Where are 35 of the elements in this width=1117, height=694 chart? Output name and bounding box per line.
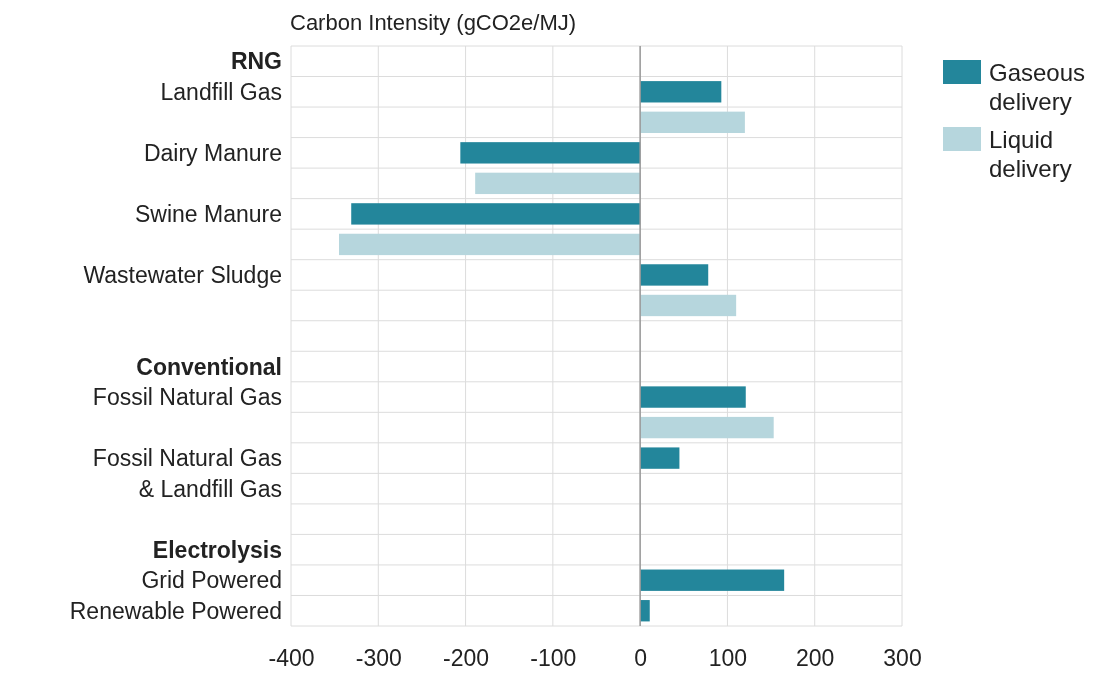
bar	[640, 447, 680, 469]
bar	[640, 569, 785, 591]
x-tick-label: -100	[530, 645, 577, 672]
y-tick-label: Electrolysis	[152, 536, 282, 563]
x-axis-title: Carbon Intensity (gCO2e/MJ)	[290, 10, 577, 35]
bar	[640, 600, 650, 622]
bar	[351, 203, 641, 225]
bar	[640, 81, 722, 103]
bar	[640, 264, 709, 286]
bar	[640, 294, 737, 317]
bar	[640, 416, 774, 439]
y-tick-label: Landfill Gas	[160, 78, 282, 105]
legend-label: Gaseous delivery	[989, 59, 1086, 115]
y-tick-label: Dairy Manure	[143, 139, 282, 166]
x-tick-label: 0	[634, 645, 648, 672]
x-tick-label: -400	[268, 645, 315, 672]
bar	[475, 172, 641, 195]
bar	[640, 111, 745, 133]
y-tick-label: Grid Powered	[141, 567, 282, 594]
y-tick-label: Swine Manure	[134, 200, 282, 227]
x-tick-label: -200	[443, 645, 490, 672]
x-tick-label: -300	[355, 645, 402, 672]
x-tick-label: 300	[883, 645, 922, 672]
y-tick-label: Wastewater Sludge	[83, 261, 282, 288]
bar	[640, 386, 746, 408]
x-tick-label: 200	[796, 645, 835, 672]
bar	[460, 142, 641, 164]
y-tick-label: Fossil Natural Gas	[92, 384, 282, 411]
y-tick-label: Conventional	[136, 353, 282, 380]
y-tick-label: Renewable Powered	[69, 597, 282, 624]
legend-label: Liquid delivery	[989, 126, 1072, 182]
y-tick-label: Fossil Natural Gas & Landfill Gas	[92, 445, 282, 502]
y-tick-label: RNG	[230, 48, 282, 75]
x-tick-label: 100	[708, 645, 748, 672]
bar	[339, 233, 641, 256]
